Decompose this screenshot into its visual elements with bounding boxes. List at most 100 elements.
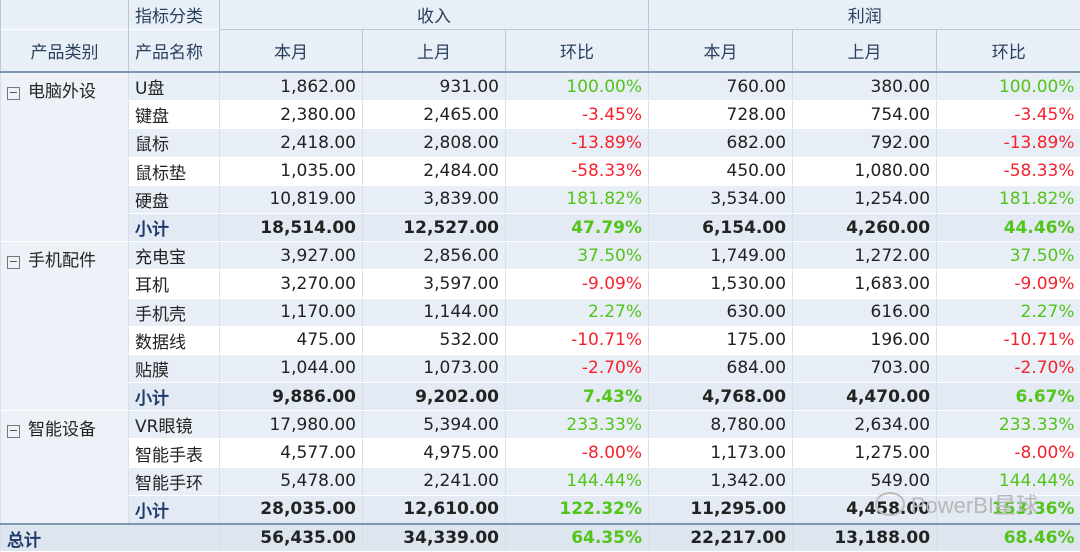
collapse-icon[interactable]: − <box>7 87 20 100</box>
cell-inc-cur: 10,819.00 <box>220 185 363 213</box>
product-name: 智能手表 <box>129 439 220 467</box>
cell-pro-mom: -2.70% <box>937 354 1080 382</box>
subtotal-label: 小计 <box>129 383 220 411</box>
product-name: 手机壳 <box>129 298 220 326</box>
cell-pro-prev: 13,188.00 <box>793 524 937 552</box>
cell-pro-mom: -13.89% <box>937 129 1080 157</box>
product-name: U盘 <box>129 72 220 101</box>
header-indicator: 指标分类 <box>129 0 220 30</box>
product-name: 数据线 <box>129 326 220 354</box>
cell-pro-mom: 44.46% <box>937 213 1080 241</box>
cell-inc-prev: 12,527.00 <box>363 213 506 241</box>
cell-pro-mom: 100.00% <box>937 72 1080 101</box>
header-category[interactable]: 产品类别 <box>1 30 129 73</box>
cell-pro-cur: 8,780.00 <box>649 411 793 439</box>
category-cell: −电脑外设 <box>1 72 129 242</box>
cell-pro-prev: 4,458.00 <box>793 495 937 524</box>
cell-pro-cur: 6,154.00 <box>649 213 793 241</box>
header-profit-mom[interactable]: 环比 <box>937 30 1080 73</box>
header-profit-last-month[interactable]: 上月 <box>793 30 937 73</box>
cell-pro-cur: 4,768.00 <box>649 383 793 411</box>
collapse-icon[interactable]: − <box>7 256 20 269</box>
cell-pro-cur: 728.00 <box>649 101 793 129</box>
cell-pro-prev: 4,470.00 <box>793 383 937 411</box>
category-cell: −手机配件 <box>1 242 129 411</box>
cell-pro-prev: 754.00 <box>793 101 937 129</box>
cell-pro-prev: 792.00 <box>793 129 937 157</box>
cell-inc-mom: 7.43% <box>506 383 649 411</box>
header-group-profit[interactable]: 利润 <box>649 0 1080 30</box>
header-income-mom[interactable]: 环比 <box>506 30 649 73</box>
cell-pro-cur: 22,217.00 <box>649 524 793 552</box>
cell-inc-mom: 37.50% <box>506 242 649 270</box>
cell-pro-prev: 549.00 <box>793 467 937 495</box>
cell-inc-prev: 1,144.00 <box>363 298 506 326</box>
cell-pro-mom: 37.50% <box>937 242 1080 270</box>
category-label: 智能设备 <box>28 420 96 440</box>
cell-inc-prev: 2,856.00 <box>363 242 506 270</box>
cell-inc-prev: 3,597.00 <box>363 270 506 298</box>
cell-pro-mom: 233.33% <box>937 411 1080 439</box>
cell-inc-mom: -9.09% <box>506 270 649 298</box>
cell-inc-cur: 1,035.00 <box>220 157 363 185</box>
cell-inc-cur: 18,514.00 <box>220 213 363 241</box>
product-name: 贴膜 <box>129 354 220 382</box>
collapse-icon[interactable]: − <box>7 425 20 438</box>
subtotal-label: 小计 <box>129 495 220 524</box>
cell-pro-cur: 682.00 <box>649 129 793 157</box>
cell-inc-prev: 9,202.00 <box>363 383 506 411</box>
cell-pro-mom: -8.00% <box>937 439 1080 467</box>
cell-inc-cur: 1,862.00 <box>220 72 363 101</box>
cell-pro-prev: 616.00 <box>793 298 937 326</box>
cell-pro-cur: 1,530.00 <box>649 270 793 298</box>
cell-inc-prev: 931.00 <box>363 72 506 101</box>
cell-inc-cur: 3,927.00 <box>220 242 363 270</box>
cell-pro-mom: -10.71% <box>937 326 1080 354</box>
cell-pro-prev: 1,080.00 <box>793 157 937 185</box>
header-income-this-month[interactable]: 本月 <box>220 30 363 73</box>
cell-pro-cur: 760.00 <box>649 72 793 101</box>
cell-inc-mom: -13.89% <box>506 129 649 157</box>
cell-inc-mom: 181.82% <box>506 185 649 213</box>
cell-inc-cur: 1,044.00 <box>220 354 363 382</box>
header-income-last-month[interactable]: 上月 <box>363 30 506 73</box>
cell-pro-mom: -58.33% <box>937 157 1080 185</box>
cell-pro-mom: 144.44% <box>937 467 1080 495</box>
cell-inc-cur: 5,478.00 <box>220 467 363 495</box>
total-label: 总计 <box>1 524 220 552</box>
product-name: 鼠标 <box>129 129 220 157</box>
cell-inc-mom: 100.00% <box>506 72 649 101</box>
cell-inc-cur: 9,886.00 <box>220 383 363 411</box>
cell-pro-cur: 3,534.00 <box>649 185 793 213</box>
cell-inc-prev: 532.00 <box>363 326 506 354</box>
cell-inc-prev: 2,808.00 <box>363 129 506 157</box>
cell-pro-mom: -9.09% <box>937 270 1080 298</box>
header-group-income[interactable]: 收入 <box>220 0 649 30</box>
category-label: 电脑外设 <box>28 82 96 102</box>
cell-inc-cur: 28,035.00 <box>220 495 363 524</box>
header-product[interactable]: 产品名称 <box>129 30 220 73</box>
cell-inc-cur: 56,435.00 <box>220 524 363 552</box>
cell-pro-prev: 380.00 <box>793 72 937 101</box>
product-name: 鼠标垫 <box>129 157 220 185</box>
product-name: 智能手环 <box>129 467 220 495</box>
cell-pro-mom: 68.46% <box>937 524 1080 552</box>
category-label: 手机配件 <box>28 251 96 271</box>
cell-pro-mom: 6.67% <box>937 383 1080 411</box>
cell-inc-prev: 4,975.00 <box>363 439 506 467</box>
header-profit-this-month[interactable]: 本月 <box>649 30 793 73</box>
cell-inc-prev: 34,339.00 <box>363 524 506 552</box>
product-name: 键盘 <box>129 101 220 129</box>
cell-inc-mom: 144.44% <box>506 467 649 495</box>
